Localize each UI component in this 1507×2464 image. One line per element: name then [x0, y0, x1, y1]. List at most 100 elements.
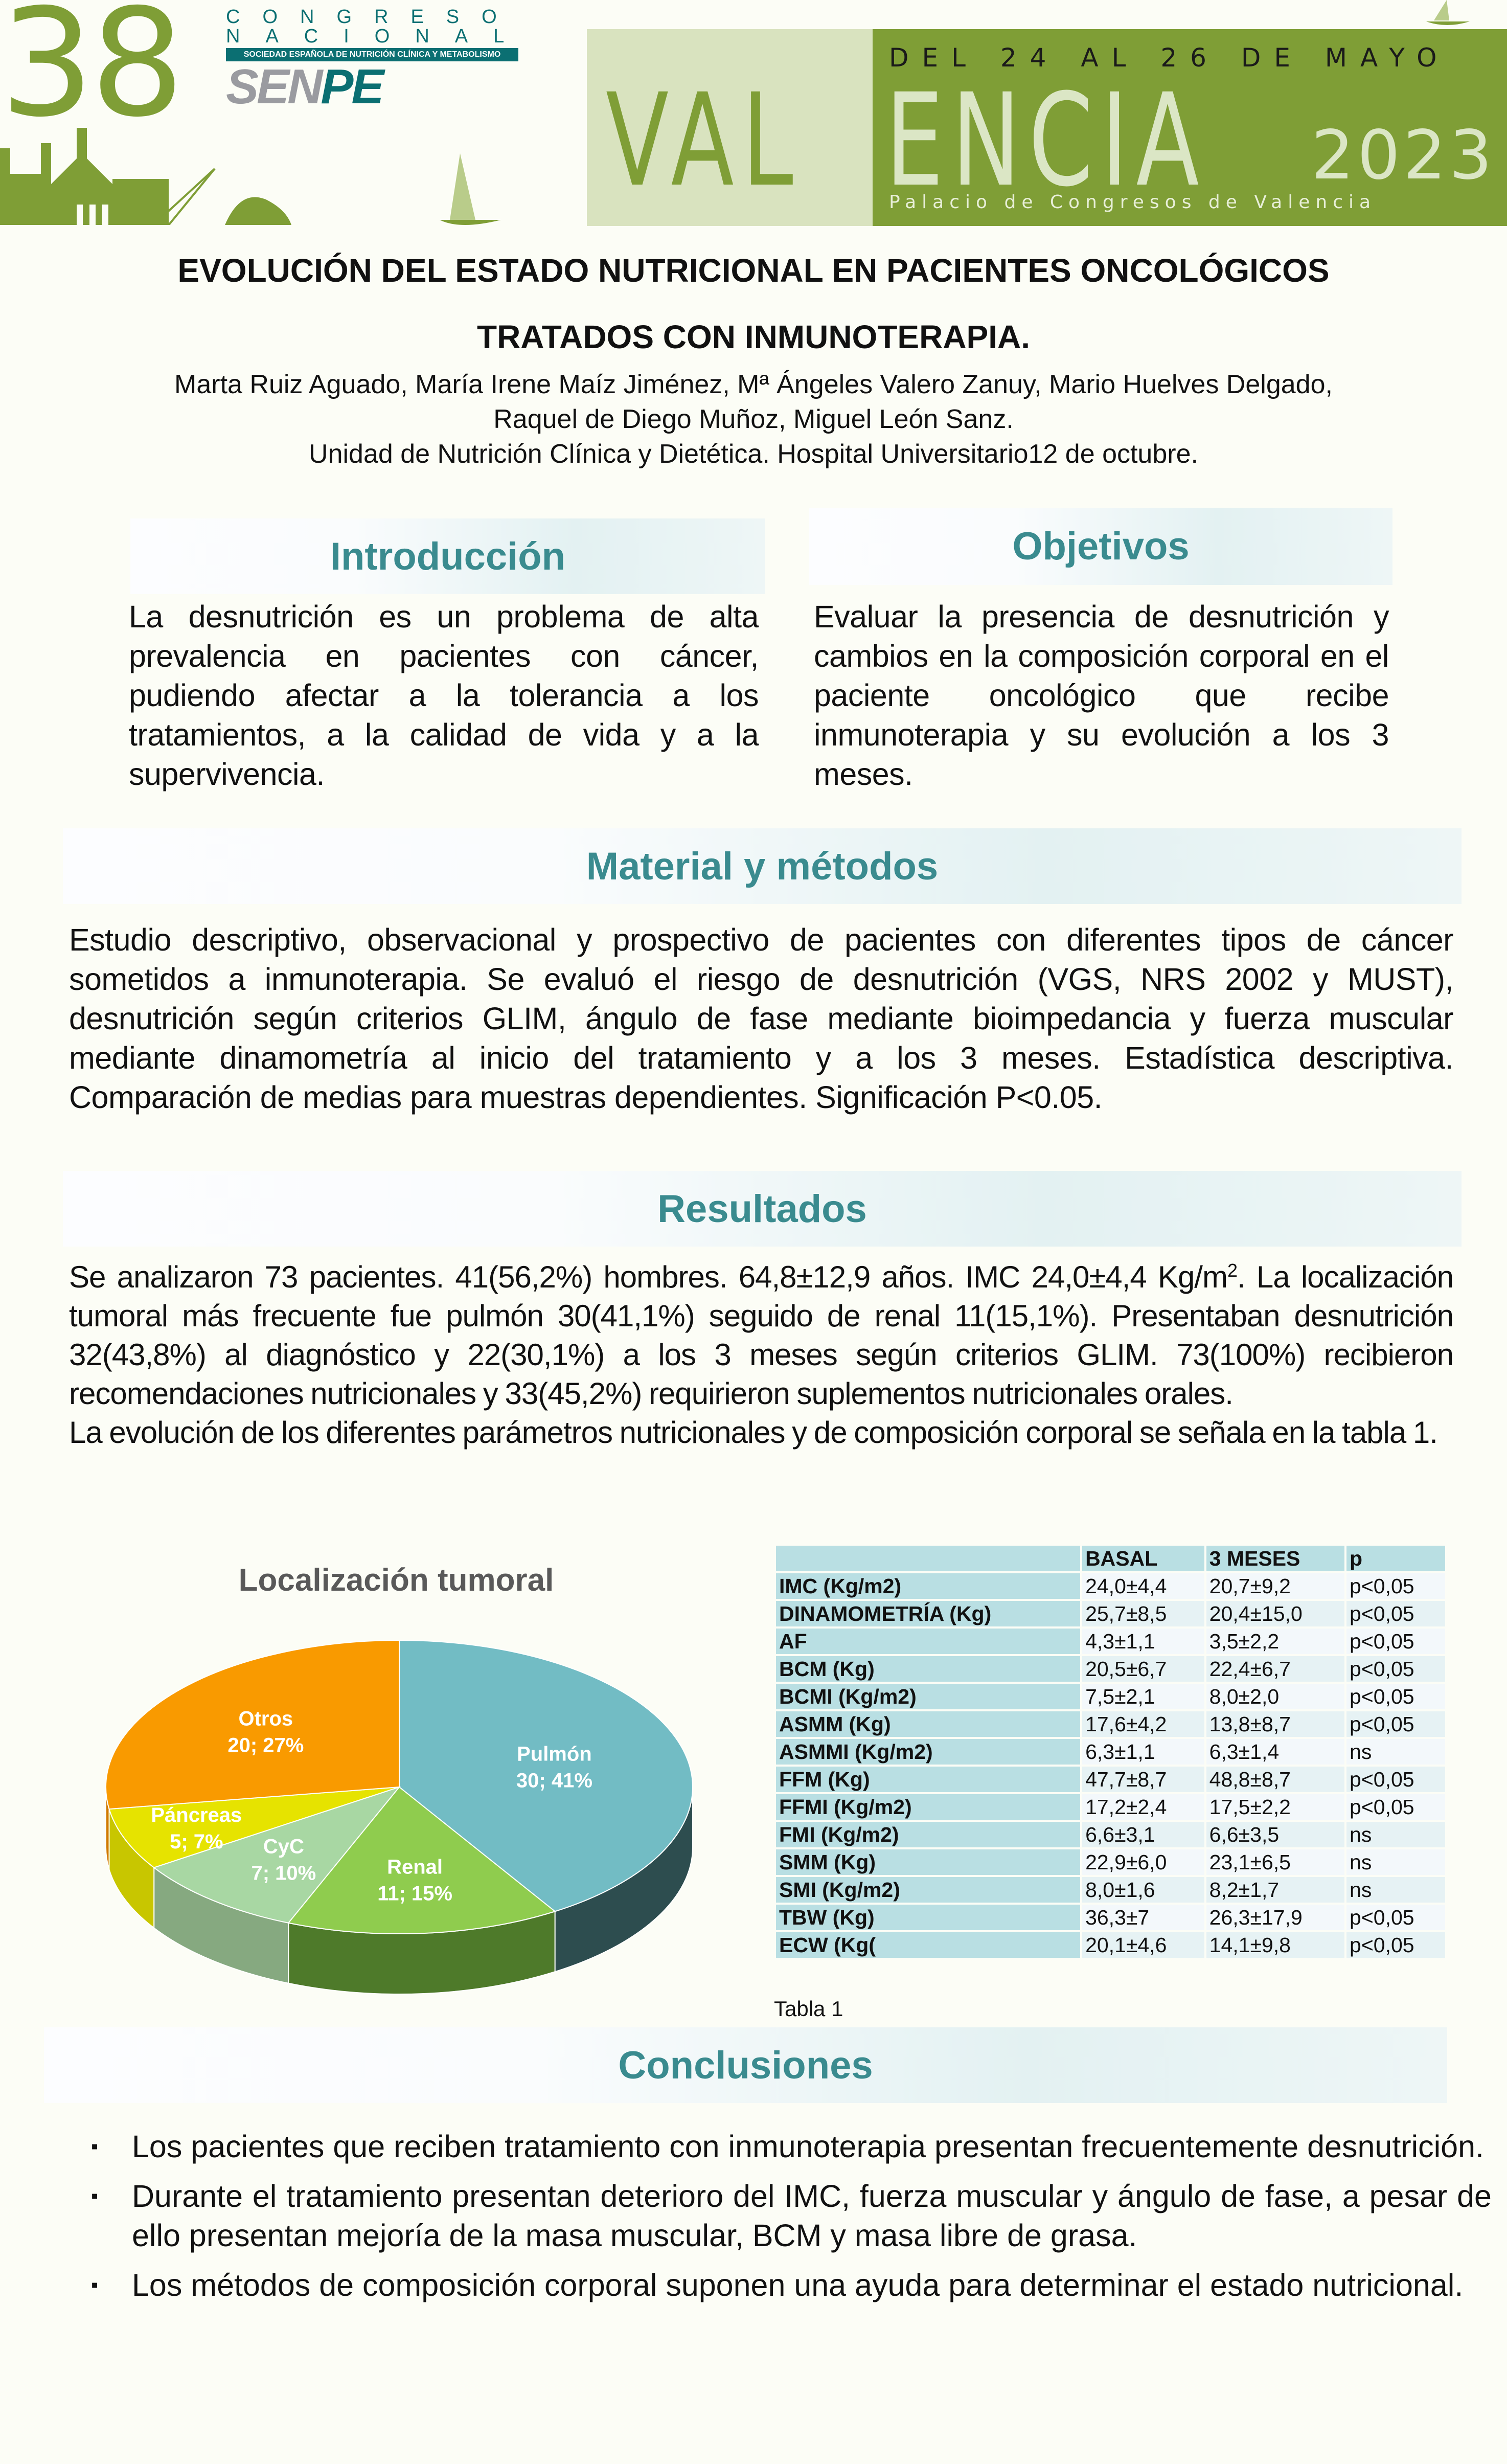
results-table: BASAL 3 MESES p IMC (Kg/m2) 24,0±4,4 20,7±…	[774, 1544, 1447, 1960]
table-row: FMI (Kg/m2) 6,6±3,1 6,6±3,5 ns	[776, 1822, 1445, 1847]
chart-title: Localización tumoral	[238, 1563, 554, 1598]
table-row: FFMI (Kg/m2) 17,2±2,4 17,5±2,2 p<0,05	[776, 1794, 1445, 1820]
pie-slice-renal	[287, 1786, 556, 1934]
table-row: SMM (Kg) 22,9±6,0 23,1±6,5 ns	[776, 1849, 1445, 1875]
pie-slice-otros	[105, 1639, 400, 1810]
poster-title-line1: EVOLUCIÓN DEL ESTADO NUTRICIONAL EN PACI…	[177, 252, 1330, 289]
row-label: FFMI (Kg/m2)	[776, 1794, 1081, 1820]
table-cell: p<0,05	[1346, 1684, 1445, 1709]
metodos-text: Estudio descriptivo, observacional y pro…	[69, 922, 1454, 1115]
congreso-label: CONGRESO	[226, 6, 519, 28]
table-cell: 3,5±2,2	[1206, 1629, 1345, 1654]
row-label: IMC (Kg/m2)	[776, 1573, 1081, 1599]
table-row: ECW (Kg(20,1±4,6 14,1±9,8 p<0,05	[776, 1932, 1445, 1958]
table-row: AF 4,3±1,1 3,5±2,2 p<0,05	[776, 1629, 1445, 1654]
table-cell: 6,6±3,1	[1082, 1822, 1204, 1847]
event-venue: Palacio de Congresos de Valencia	[889, 192, 1377, 213]
list-item: ▪ Los métodos de composición corporal sup…	[91, 2266, 1492, 2305]
table-cell: 22,4±6,7	[1206, 1656, 1345, 1682]
event-dates: DEL 24 AL 26 DE MAYO	[889, 43, 1450, 73]
table-cell: 17,2±2,4	[1082, 1794, 1204, 1820]
pie-label-value: 20; 27%	[227, 1734, 304, 1757]
table-cell: ns	[1346, 1877, 1445, 1903]
authors-line1: Marta Ruiz Aguado, María Irene Maíz Jimé…	[174, 370, 1333, 399]
table-header-row: BASAL 3 MESES p	[776, 1546, 1445, 1571]
pie-slice-páncreas	[108, 1787, 400, 1868]
bullet-icon: ▪	[91, 2185, 99, 2207]
table-cell: 20,4±15,0	[1206, 1601, 1345, 1626]
row-label: ECW (Kg(	[776, 1932, 1081, 1958]
row-label: DINAMOMETRÍA (Kg)	[776, 1601, 1081, 1626]
table-cell: 7,5±2,1	[1082, 1684, 1204, 1709]
table-cell: 6,3±1,4	[1206, 1739, 1345, 1765]
table-cell: 17,5±2,2	[1206, 1794, 1345, 1820]
resultados-text-part: Se analizaron 73 pacientes. 41(56,2%) ho…	[69, 1260, 1228, 1294]
table-row: TBW (Kg) 36,3±7 26,3±17,9 p<0,05	[776, 1905, 1445, 1930]
authors-block: Marta Ruiz Aguado, María Irene Maíz Jimé…	[0, 367, 1507, 471]
table-cell: 6,6±3,5	[1206, 1822, 1345, 1847]
pie-label-value: 11; 15%	[377, 1882, 452, 1905]
row-label: BCMI (Kg/m2)	[776, 1684, 1081, 1709]
conclusiones-heading: Conclusiones	[44, 2027, 1447, 2103]
pie-label-category: CyC	[263, 1835, 304, 1858]
superscript: 2	[1227, 1260, 1238, 1281]
resultados-paragraph-2: La evolución de los diferentes parámetro…	[69, 1415, 1438, 1450]
congress-number: 38	[0, 0, 185, 150]
table-row: FFM (Kg) 47,7±8,7 48,8±8,7 p<0,05	[776, 1767, 1445, 1792]
pie-label-category: Pulmón	[517, 1743, 592, 1765]
row-label: BCM (Kg)	[776, 1656, 1081, 1682]
table-header: 3 MESES	[1206, 1546, 1345, 1571]
row-label: ASMM (Kg)	[776, 1711, 1081, 1737]
bullet-icon: ▪	[91, 2274, 99, 2296]
table-cell: 23,1±6,5	[1206, 1849, 1345, 1875]
table-cell: p<0,05	[1346, 1573, 1445, 1599]
table-cell: p<0,05	[1346, 1629, 1445, 1654]
bullet-icon: ▪	[91, 2135, 99, 2158]
intro-heading: Introducción	[130, 518, 765, 594]
city-name-part2: ENCIA	[885, 66, 1207, 215]
table-cell: 25,7±8,5	[1082, 1601, 1204, 1626]
resultados-text-part: . La localización tumoral más frecuente …	[69, 1260, 1454, 1411]
table-cell: 36,3±7	[1082, 1905, 1204, 1930]
resultados-heading: Resultados	[63, 1171, 1462, 1247]
table-cell: 17,6±4,2	[1082, 1711, 1204, 1737]
table-cell: p<0,05	[1346, 1767, 1445, 1792]
authors-line2: Raquel de Diego Muñoz, Miguel León Sanz.	[493, 404, 1014, 434]
banner-light-panel	[587, 29, 873, 226]
society-name: SOCIEDAD ESPAÑOLA DE NUTRICIÓN CLÍNICA Y…	[226, 48, 518, 61]
table-row: ASMMI (Kg/m2) 6,3±1,1 6,3±1,4 ns	[776, 1739, 1445, 1765]
table-cell: 48,8±8,7	[1206, 1767, 1345, 1792]
city-name-part1: VAL	[606, 66, 802, 215]
table-cell: p<0,05	[1346, 1905, 1445, 1930]
table-cell: p<0,05	[1346, 1601, 1445, 1626]
pie-label-category: Renal	[387, 1856, 443, 1878]
poster-title-line2: TRATADOS CON INMUNOTERAPIA.	[476, 319, 1031, 355]
conclusion-text: Durante el tratamiento presentan deterio…	[132, 2179, 1492, 2253]
table-header: BASAL	[1082, 1546, 1204, 1571]
row-label: AF	[776, 1629, 1081, 1654]
pie-slice-cyc	[153, 1785, 401, 1924]
banner-dark-panel	[873, 29, 1507, 226]
conclusion-text: Los pacientes que reciben tratamiento co…	[132, 2129, 1484, 2164]
table-row: ASMM (Kg) 17,6±4,2 13,8±8,7 p<0,05	[776, 1711, 1445, 1737]
senpe-logo: SENPE	[226, 59, 384, 114]
table-cell: 13,8±8,7	[1206, 1711, 1345, 1737]
affiliation: Unidad de Nutrición Clínica y Dietética.…	[309, 439, 1198, 469]
metodos-heading: Material y métodos	[63, 828, 1462, 904]
table-cell: p<0,05	[1346, 1794, 1445, 1820]
event-year: 2023	[1311, 116, 1495, 195]
table-header: p	[1346, 1546, 1445, 1571]
table-row: BCMI (Kg/m2) 7,5±2,1 8,0±2,0 p<0,05	[776, 1684, 1445, 1709]
table-row: IMC (Kg/m2) 24,0±4,4 20,7±9,2 p<0,05	[776, 1573, 1445, 1599]
table-cell: p<0,05	[1346, 1932, 1445, 1958]
table-row: DINAMOMETRÍA (Kg) 25,7±8,5 20,4±15,0 p<0,05	[776, 1601, 1445, 1626]
table-cell: p<0,05	[1346, 1656, 1445, 1682]
nacional-label: NACIONAL	[226, 26, 530, 47]
conclusions-list: ▪ Los pacientes que reciben tratamiento c…	[91, 2127, 1492, 2315]
row-label: FMI (Kg/m2)	[776, 1822, 1081, 1847]
table-cell: 8,0±2,0	[1206, 1684, 1345, 1709]
table-cell: ns	[1346, 1849, 1445, 1875]
logo-sen: SEN	[226, 59, 323, 114]
sailboat-icon	[1426, 0, 1470, 25]
valencia-skyline-illustration	[0, 128, 501, 225]
